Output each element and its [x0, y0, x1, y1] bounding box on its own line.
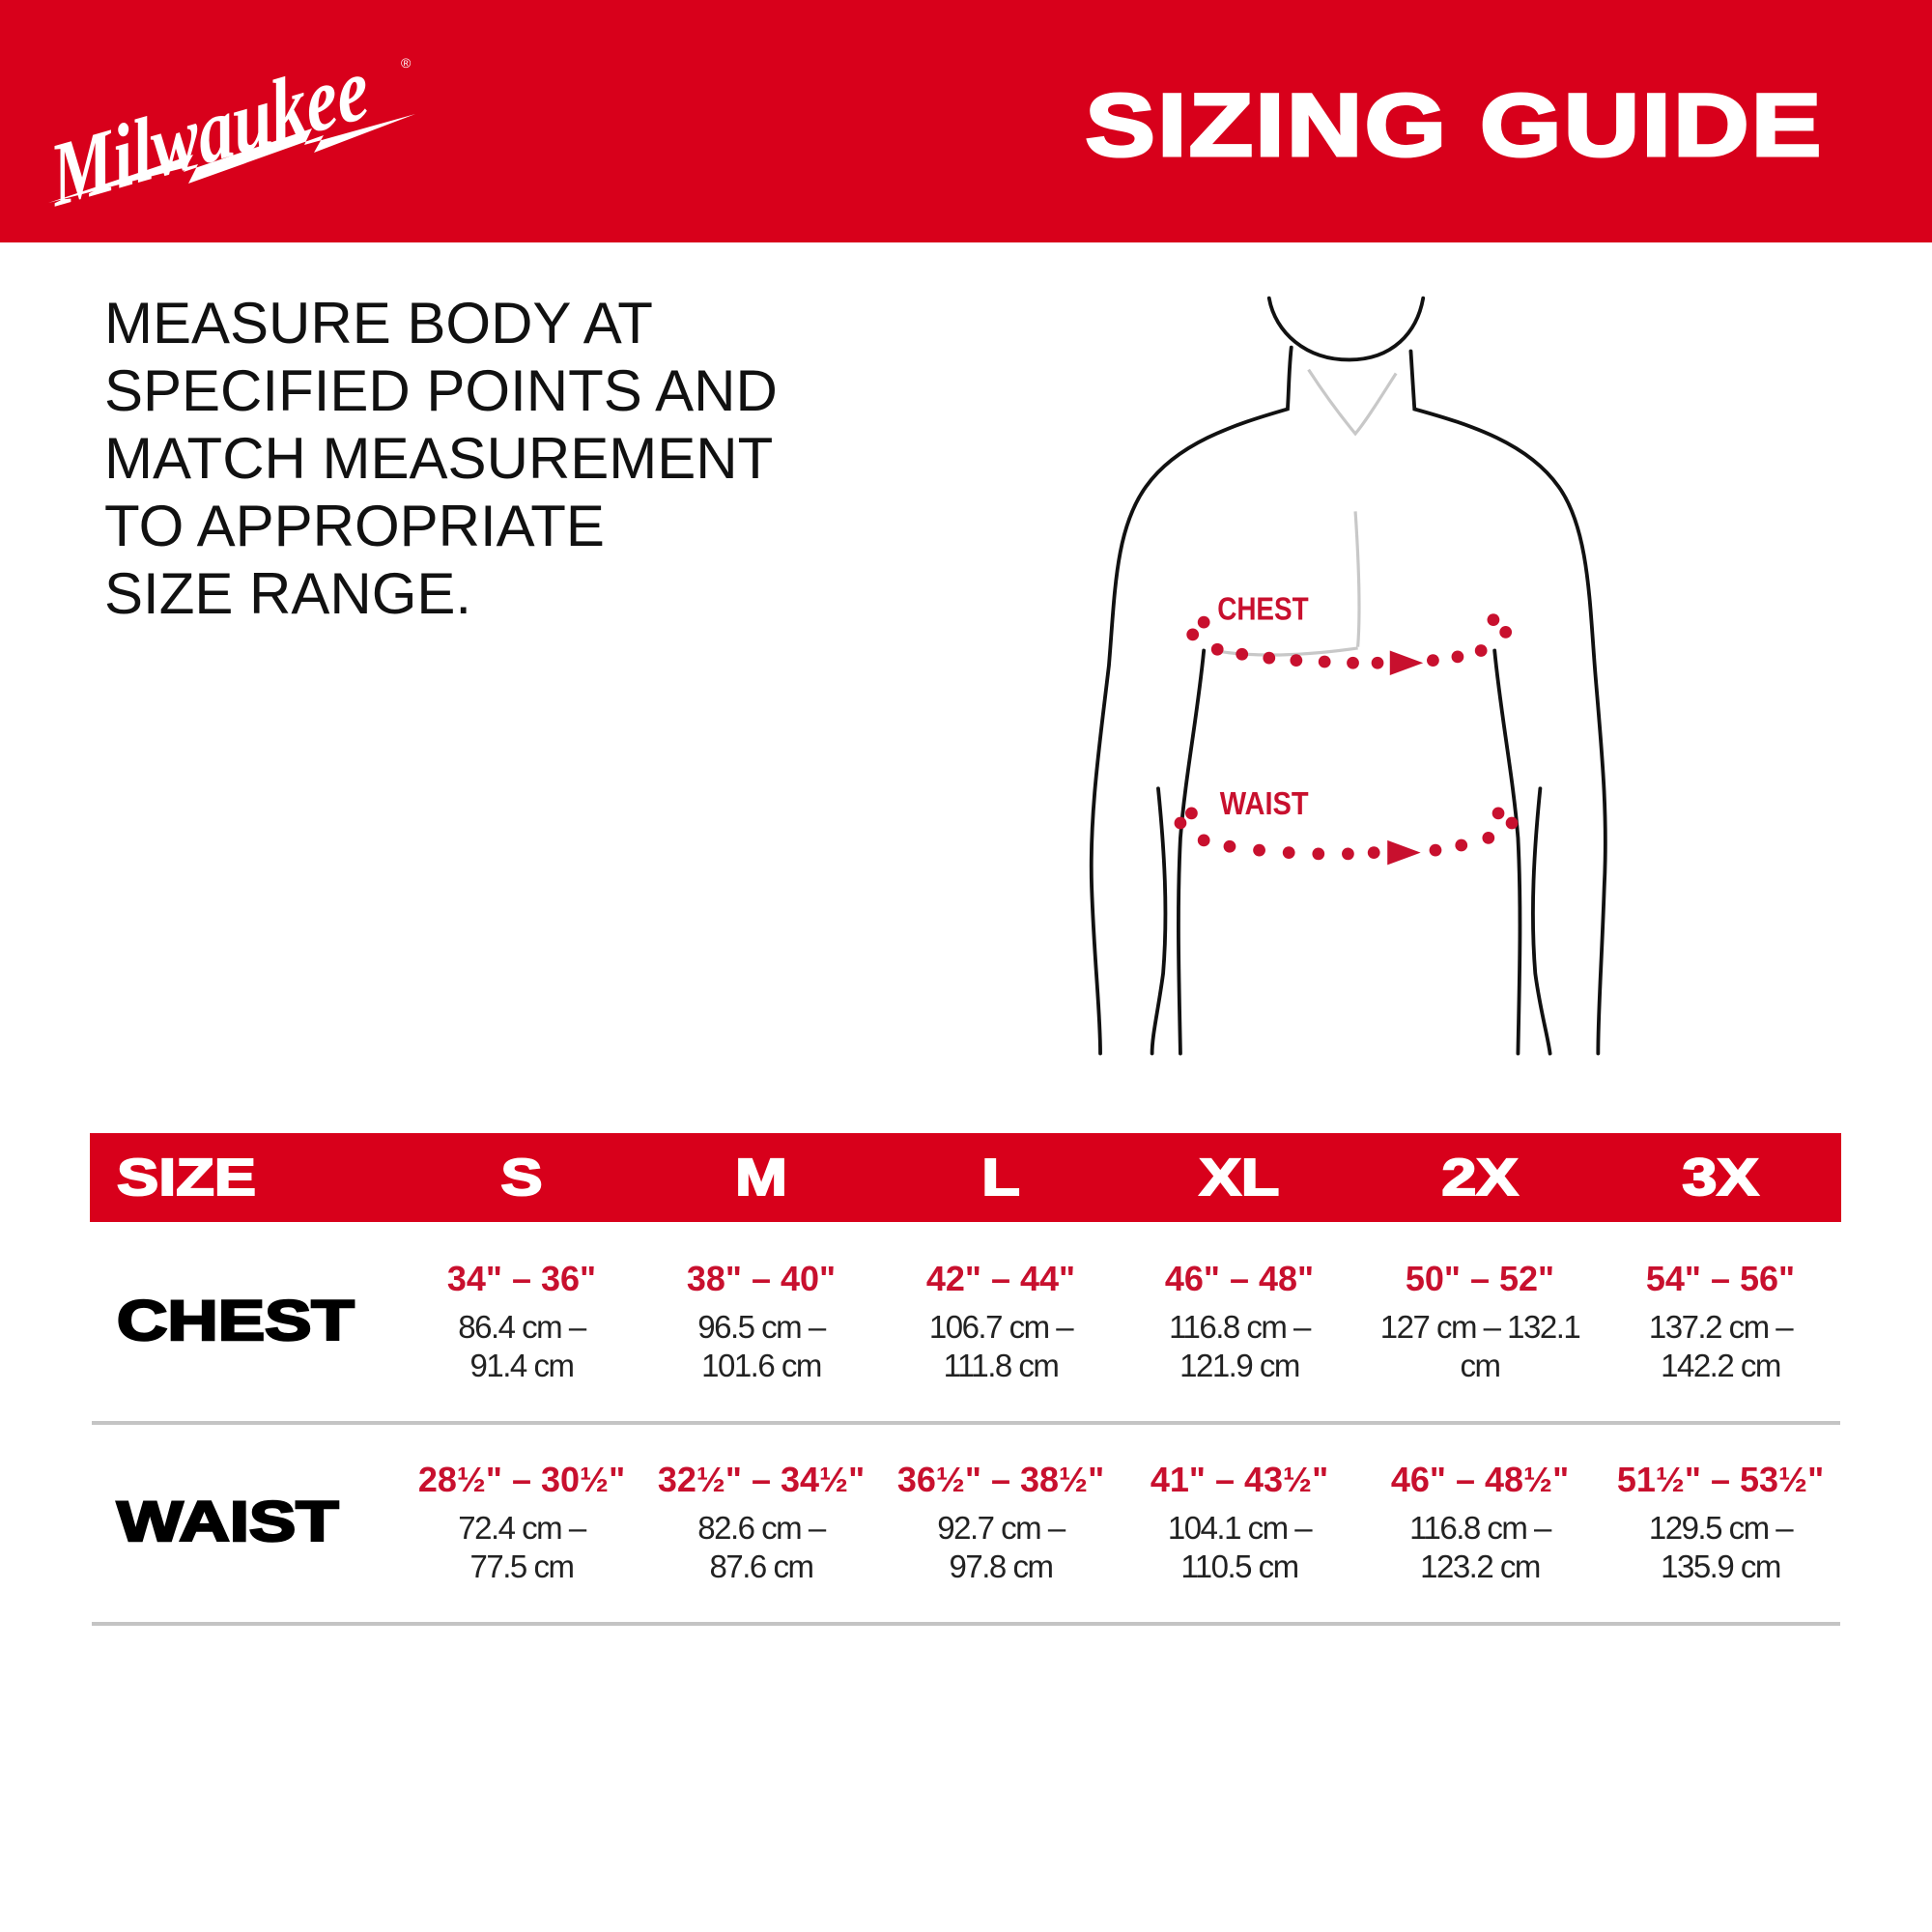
arrow-icon [1389, 650, 1424, 675]
cm-range: 110.5 cm [1180, 1548, 1299, 1584]
svg-text:Milwaukee: Milwaukee [43, 37, 375, 213]
cm-range: 129.5 cm – [1648, 1510, 1794, 1546]
size-header-3x: 3X [1681, 1148, 1760, 1208]
table-cell: 38" – 40" 96.5 cm –101.6 cm [645, 1260, 877, 1385]
cm-range: 127 cm – 132.1 [1379, 1309, 1581, 1345]
svg-text:®: ® [401, 55, 412, 71]
table-cell: 50" – 52" 127 cm – 132.1 cm [1364, 1260, 1596, 1385]
header-banner: Milwaukee ® SIZING GUIDE [0, 0, 1932, 242]
table-cell: 28½" – 30½" 72.4 cm –77.5 cm [406, 1461, 638, 1586]
waist-measure-marker [1174, 807, 1519, 866]
inches-range: 46" – 48½" [1390, 1460, 1570, 1499]
table-cell: 34" – 36" 86.4 cm –91.4 cm [406, 1260, 638, 1385]
cm-range: 92.7 cm – [937, 1510, 1065, 1546]
instruction-line: SPECIFIED POINTS AND [104, 358, 778, 423]
row-divider [92, 1421, 1840, 1425]
cm-range: 142.2 cm [1661, 1348, 1781, 1383]
inches-range: 41" – 43½" [1150, 1460, 1329, 1499]
waist-label: WAIST [1220, 786, 1309, 822]
table-cell: 51½" – 53½" 129.5 cm –135.9 cm [1605, 1461, 1836, 1586]
instruction-line: MATCH MEASUREMENT [104, 426, 774, 491]
size-header-s: S [499, 1148, 544, 1208]
instruction-line: TO APPROPRIATE [104, 494, 605, 558]
instructions-text: MEASURE BODY AT SPECIFIED POINTS AND MAT… [104, 290, 778, 628]
table-cell: 46" – 48" 116.8 cm –121.9 cm [1123, 1260, 1355, 1385]
instruction-line: MEASURE BODY AT [104, 291, 653, 355]
cm-range: 106.7 cm – [928, 1309, 1074, 1345]
body-detail-lines [1213, 368, 1398, 657]
chest-measure-marker [1186, 613, 1513, 675]
cm-range: 116.8 cm – [1169, 1309, 1311, 1345]
row-label-waist: WAIST [115, 1490, 340, 1555]
cm-range: 77.5 cm [469, 1548, 575, 1584]
cm-range: cm [1460, 1348, 1502, 1383]
cm-range: 82.6 cm – [697, 1510, 826, 1546]
cm-range: 91.4 cm [469, 1348, 575, 1383]
milwaukee-logo: Milwaukee ® [43, 37, 415, 213]
chest-label: CHEST [1217, 592, 1308, 628]
inches-range: 38" – 40" [686, 1259, 837, 1298]
inches-range: 46" – 48" [1164, 1259, 1315, 1298]
table-cell: 46" – 48½" 116.8 cm –123.2 cm [1364, 1461, 1596, 1586]
cm-range: 87.6 cm [709, 1548, 814, 1584]
body-outline [1089, 296, 1607, 1056]
cm-range: 101.6 cm [701, 1348, 822, 1383]
cm-range: 137.2 cm – [1648, 1309, 1794, 1345]
table-cell: 41" – 43½" 104.1 cm –110.5 cm [1123, 1461, 1355, 1586]
size-table-header: SIZE S M L XL 2X 3X [90, 1133, 1841, 1222]
cm-range: 135.9 cm [1661, 1548, 1781, 1584]
arrow-icon [1387, 839, 1421, 866]
size-header-l: L [980, 1148, 1021, 1208]
cm-range: 123.2 cm [1420, 1548, 1541, 1584]
size-header-m: M [734, 1148, 788, 1208]
row-label-chest: CHEST [115, 1289, 355, 1354]
table-cell: 54" – 56" 137.2 cm –142.2 cm [1605, 1260, 1836, 1385]
table-cell: 32½" – 34½" 82.6 cm –87.6 cm [645, 1461, 877, 1586]
table-cell: 36½" – 38½" 92.7 cm –97.8 cm [885, 1461, 1117, 1586]
inches-range: 28½" – 30½" [417, 1460, 626, 1499]
inches-range: 50" – 52" [1405, 1259, 1555, 1298]
cm-range: 97.8 cm [949, 1548, 1054, 1584]
page-title: SIZING GUIDE [1084, 75, 1824, 177]
cm-range: 121.9 cm [1179, 1348, 1300, 1383]
cm-range: 104.1 cm – [1167, 1510, 1313, 1546]
cm-range: 86.4 cm – [458, 1309, 586, 1345]
inches-range: 32½" – 34½" [657, 1460, 866, 1499]
cm-range: 111.8 cm [943, 1348, 1060, 1383]
row-divider [92, 1622, 1840, 1626]
cm-range: 96.5 cm – [697, 1309, 826, 1345]
inches-range: 54" – 56" [1645, 1259, 1796, 1298]
size-column-header: SIZE [116, 1148, 257, 1208]
table-cell: 42" – 44" 106.7 cm –111.8 cm [885, 1260, 1117, 1385]
instruction-line: SIZE RANGE. [104, 561, 472, 626]
inches-range: 51½" – 53½" [1616, 1460, 1825, 1499]
cm-range: 116.8 cm – [1409, 1510, 1551, 1546]
inches-range: 42" – 44" [925, 1259, 1076, 1298]
inches-range: 36½" – 38½" [896, 1460, 1105, 1499]
lightning-bolt-icon [48, 114, 415, 203]
size-header-xl: XL [1198, 1148, 1280, 1208]
cm-range: 72.4 cm – [458, 1510, 586, 1546]
inches-range: 34" – 36" [446, 1259, 597, 1298]
size-header-2x: 2X [1440, 1148, 1520, 1208]
